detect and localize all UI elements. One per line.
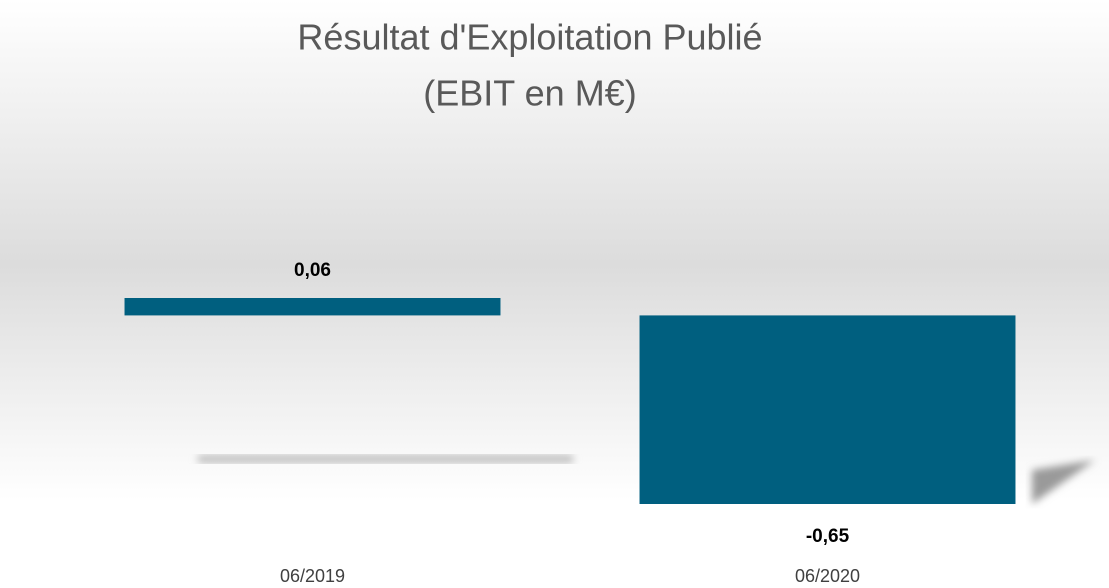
shadow <box>1032 460 1095 504</box>
value-label: -0,65 <box>806 526 850 547</box>
bar <box>124 298 501 316</box>
chart-subtitle: (EBIT en M€) <box>423 73 636 114</box>
x-tick-label: 06/2020 <box>795 566 860 586</box>
shadow <box>198 455 573 463</box>
value-label: 0,06 <box>294 260 331 281</box>
chart-title: Résultat d'Exploitation Publié <box>297 17 762 58</box>
bar <box>639 315 1016 504</box>
x-tick-label: 06/2019 <box>280 566 345 586</box>
